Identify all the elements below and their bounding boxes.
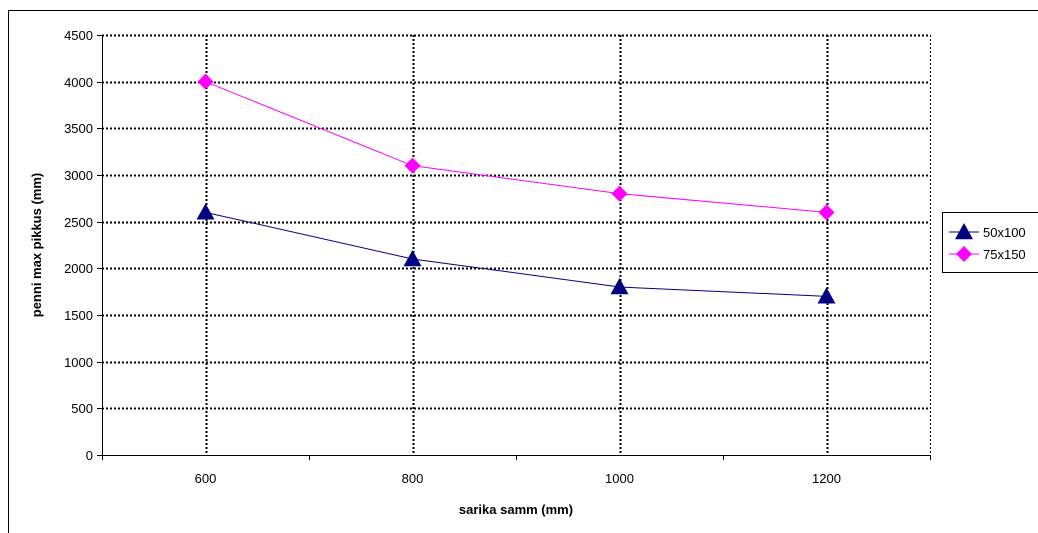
y-tick-label: 2000: [64, 261, 93, 276]
series-line: [205, 211, 827, 297]
y-tick-label: 0: [86, 448, 93, 463]
y-tick-label: 4500: [64, 28, 93, 43]
y-tick-label: 1000: [64, 355, 93, 370]
data-point: [611, 185, 628, 202]
x-tick-label: 1000: [605, 471, 634, 486]
y-tick-label: 3000: [64, 168, 93, 183]
data-point: [404, 157, 421, 174]
y-tick-label: 3500: [64, 121, 93, 136]
data-point: [403, 250, 422, 267]
data-point: [196, 203, 215, 220]
series-75x150: [197, 73, 835, 221]
legend-marker: [956, 246, 972, 262]
x-tick-label: 600: [195, 471, 217, 486]
legend-marker: [955, 223, 973, 240]
legend-box: [942, 212, 1038, 273]
series-line: [205, 81, 827, 213]
y-tick-label: 4000: [64, 75, 93, 90]
y-tick-label: 500: [71, 401, 93, 416]
series-50x100: [196, 203, 836, 304]
legend-label: 75x150: [983, 247, 1026, 262]
data-point: [818, 204, 835, 221]
data-point: [197, 73, 214, 90]
y-axis-title: penni max pikkus (mm): [29, 173, 44, 317]
legend-label: 50x100: [983, 225, 1026, 240]
x-tick-label: 1200: [812, 471, 841, 486]
legend: 50x100 75x150: [942, 212, 1038, 273]
data-point: [817, 287, 836, 304]
data-point: [610, 278, 629, 295]
y-tick-label: 2500: [64, 215, 93, 230]
x-axis-title: sarika samm (mm): [459, 502, 573, 517]
y-tick-label: 1500: [64, 308, 93, 323]
x-tick-label: 800: [402, 471, 424, 486]
